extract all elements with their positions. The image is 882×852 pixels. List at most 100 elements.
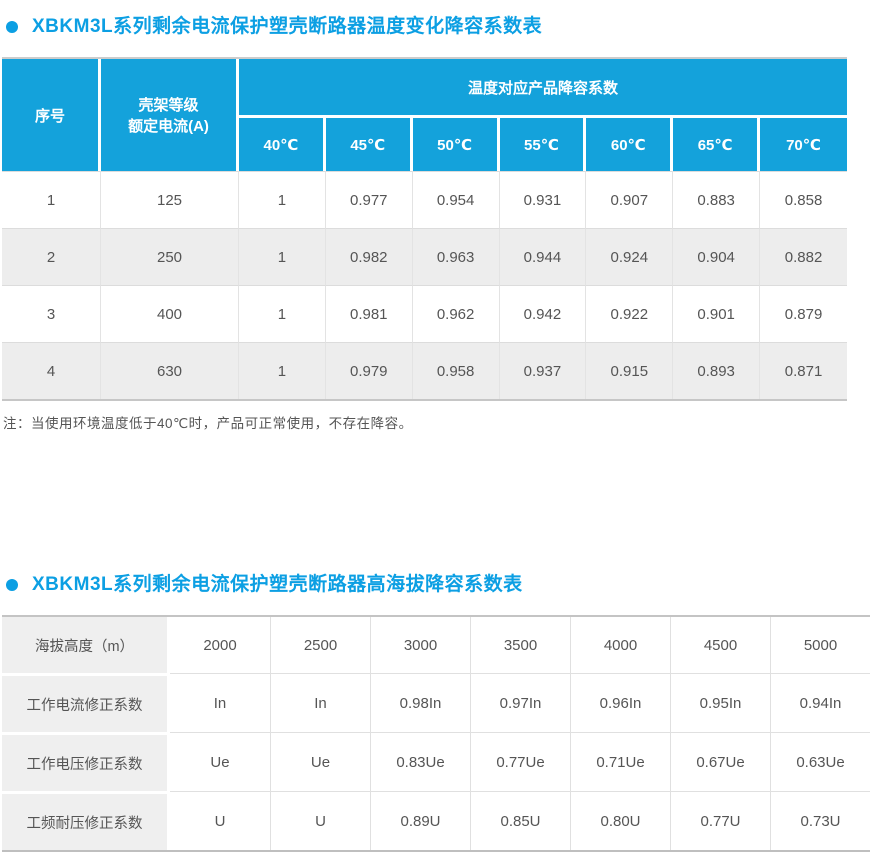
section1-heading: XBKM3L系列剩余电流保护塑壳断路器温度变化降容系数表 [6,13,882,41]
cell-value: 0.80U [570,791,670,850]
table-row: 4 630 1 0.979 0.958 0.937 0.915 0.893 0.… [2,342,847,399]
table-row: 海拔高度（m） 2000 2500 3000 3500 4000 4500 50… [2,617,870,673]
cell-value: 0.922 [586,285,674,342]
section2-title: XBKM3L系列剩余电流保护塑壳断路器高海拔降容系数表 [32,574,523,595]
cell-current: 400 [101,285,239,342]
cell-value: 0.882 [760,228,847,285]
col-header-frame-current: 壳架等级 额定电流(A) [101,59,239,171]
cell-value: In [270,673,370,732]
cell-value: 0.962 [412,285,500,342]
temp-header-70: 70℃ [760,115,847,171]
cell-value: 0.977 [325,171,413,228]
cell-value: 3500 [470,617,570,673]
temp-header-55: 55℃ [499,115,587,171]
cell-value: 1 [239,228,326,285]
temperature-derating-table: 序号 壳架等级 额定电流(A) 温度对应产品降容系数 40℃ 45℃ 50℃ 5… [2,57,847,401]
cell-value: 0.982 [325,228,413,285]
table-row: 工作电流修正系数 In In 0.98In 0.97In 0.96In 0.95… [2,673,870,732]
table-row: 2 250 1 0.982 0.963 0.944 0.924 0.904 0.… [2,228,847,285]
cell-value: 0.73U [770,791,870,850]
cell-value: 2500 [270,617,370,673]
cell-value: 1 [239,285,326,342]
header-row-temps: 40℃ 45℃ 50℃ 55℃ 60℃ 65℃ 70℃ [2,115,847,171]
cell-value: 1 [239,171,326,228]
cell-value: 0.893 [673,342,761,399]
cell-value: 0.879 [760,285,847,342]
cell-current: 630 [101,342,239,399]
cell-value: 2000 [170,617,270,673]
frame-current-line2: 额定电流(A) [128,118,209,135]
temp-header-40: 40℃ [239,115,326,171]
table-row: 3 400 1 0.981 0.962 0.942 0.922 0.901 0.… [2,285,847,342]
datasheet-page: XBKM3L系列剩余电流保护塑壳断路器温度变化降容系数表 序号 壳架等级 额定电… [0,13,882,852]
section1-title: XBKM3L系列剩余电流保护塑壳断路器温度变化降容系数表 [32,16,543,37]
cell-value: 0.954 [412,171,500,228]
cell-value: 5000 [770,617,870,673]
table-row: 工作电压修正系数 Ue Ue 0.83Ue 0.77Ue 0.71Ue 0.67… [2,732,870,791]
temp-header-60: 60℃ [586,115,674,171]
cell-value: 0.63Ue [770,732,870,791]
temp-header-45: 45℃ [325,115,413,171]
cell-value: 0.871 [760,342,847,399]
cell-value: 0.67Ue [670,732,770,791]
cell-value: 0.981 [325,285,413,342]
cell-value: 0.89U [370,791,470,850]
cell-value: U [270,791,370,850]
cell-value: 0.963 [412,228,500,285]
cell-value: 0.931 [499,171,587,228]
altitude-derating-table: 海拔高度（m） 2000 2500 3000 3500 4000 4500 50… [2,615,870,852]
cell-value: 0.958 [412,342,500,399]
cell-value: 0.901 [673,285,761,342]
table-row: 1 125 1 0.977 0.954 0.931 0.907 0.883 0.… [2,171,847,228]
cell-value: 0.907 [586,171,674,228]
cell-value: 0.83Ue [370,732,470,791]
cell-value: 1 [239,342,326,399]
temp-header-50: 50℃ [412,115,500,171]
cell-value: In [170,673,270,732]
cell-value: 0.883 [673,171,761,228]
cell-current: 125 [101,171,239,228]
cell-value: 0.944 [499,228,587,285]
table-note: 注：当使用环境温度低于40℃时，产品可正常使用，不存在降容。 [3,416,413,431]
cell-value: 0.77U [670,791,770,850]
cell-value: 0.979 [325,342,413,399]
cell-value: 4500 [670,617,770,673]
cell-value: 0.98In [370,673,470,732]
col-header-serial: 序号 [2,59,101,171]
table-row: 工频耐压修正系数 U U 0.89U 0.85U 0.80U 0.77U 0.7… [2,791,870,850]
cell-value: 0.96In [570,673,670,732]
cell-serial: 2 [2,228,101,285]
cell-serial: 1 [2,171,101,228]
cell-value: 0.77Ue [470,732,570,791]
bullet-icon [6,21,18,33]
header-row-top: 序号 壳架等级 额定电流(A) 温度对应产品降容系数 [2,59,847,171]
cell-value: 0.95In [670,673,770,732]
cell-value: Ue [170,732,270,791]
bullet-icon [6,579,18,591]
cell-value: 0.924 [586,228,674,285]
span-header-derating: 温度对应产品降容系数 [239,59,847,115]
temp-header-65: 65℃ [673,115,761,171]
cell-value: Ue [270,732,370,791]
cell-value: 4000 [570,617,670,673]
cell-value: 0.937 [499,342,587,399]
cell-serial: 3 [2,285,101,342]
cell-value: 0.904 [673,228,761,285]
cell-value: 0.97In [470,673,570,732]
cell-value: 0.94In [770,673,870,732]
row-label-voltage-factor: 工作电压修正系数 [2,732,170,791]
row-label-altitude: 海拔高度（m） [2,617,170,673]
cell-value: 0.85U [470,791,570,850]
cell-serial: 4 [2,342,101,399]
cell-current: 250 [101,228,239,285]
cell-value: U [170,791,270,850]
row-label-withstand-factor: 工频耐压修正系数 [2,791,170,850]
row-label-current-factor: 工作电流修正系数 [2,673,170,732]
section2-heading: XBKM3L系列剩余电流保护塑壳断路器高海拔降容系数表 [6,571,882,599]
cell-value: 0.71Ue [570,732,670,791]
cell-value: 0.915 [586,342,674,399]
cell-value: 0.942 [499,285,587,342]
cell-value: 3000 [370,617,470,673]
frame-current-line1: 壳架等级 [138,97,199,114]
cell-value: 0.858 [760,171,847,228]
